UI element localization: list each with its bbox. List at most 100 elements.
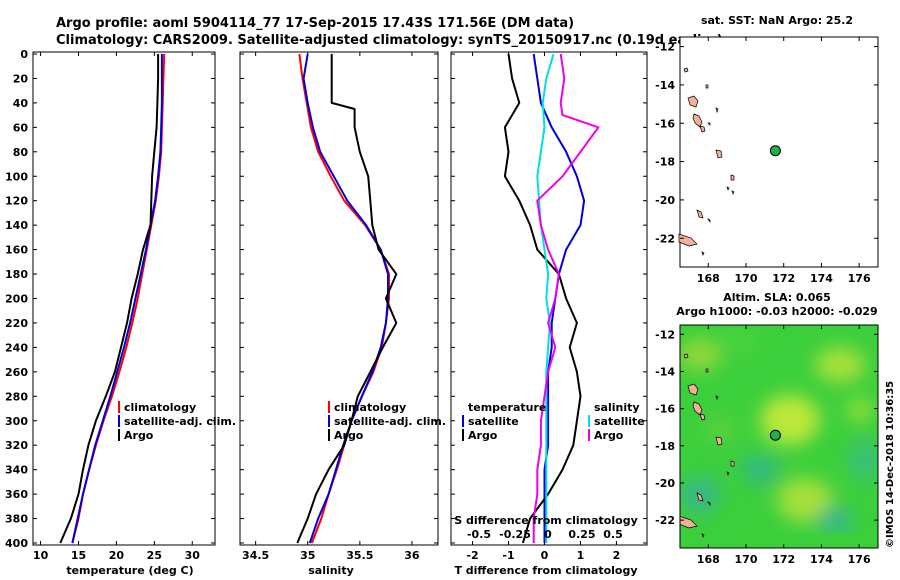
x-tick-label: 10	[33, 549, 49, 562]
sla-map: Altim. SLA: 0.065 Argo h1000: -0.03 h200…	[655, 291, 879, 566]
title-line-2: Climatology: CARS2009. Satellite-adjuste…	[56, 33, 723, 48]
salinity-axes-frame	[239, 51, 439, 546]
lon-tick-label: 174	[810, 272, 833, 285]
x-tick-label: -2	[466, 549, 478, 562]
difference-axes-frame	[450, 51, 648, 546]
lon-tick-label: 170	[735, 272, 758, 285]
legend-satellite: satellite-adj. clim.	[124, 415, 236, 428]
temperature-xlabel: temperature (deg C)	[66, 564, 193, 577]
depth-tick-label: 180	[5, 268, 28, 281]
sst-map-islands	[678, 67, 735, 256]
lat-tick-label: -18	[655, 156, 675, 169]
temperature-axes-frame	[32, 51, 216, 546]
depth-tick-label: 60	[13, 121, 29, 134]
depth-tick-label: 320	[5, 439, 28, 452]
imos-credit: ©IMOS 14-Dec-2018 10:36:35	[885, 381, 896, 548]
x-tick-label: 0	[541, 549, 549, 562]
depth-tick-label: 300	[5, 415, 28, 428]
s-difference-ticks: -0.5 -0.25 0 0.25 0.5	[467, 528, 623, 541]
t-difference-xlabel: T difference from climatology	[454, 564, 637, 577]
sla-map-islands	[680, 353, 735, 538]
temperature-series	[59, 53, 166, 544]
s-tick: 0.25	[568, 528, 595, 541]
lon-tick-label: 172	[772, 272, 795, 285]
lat-tick-label: -20	[655, 477, 675, 490]
s-tick: 0	[544, 528, 552, 541]
sst-map-lon-ticks: 168 170 172 174 176	[697, 37, 871, 285]
x-tick-label: -1	[502, 549, 514, 562]
sst-map-argo-marker	[769, 145, 781, 157]
series-line-salinity-argo	[532, 53, 600, 543]
depth-tick-label: 340	[5, 464, 28, 477]
legend-argo: Argo	[124, 429, 154, 442]
lon-tick-label: 176	[848, 553, 871, 566]
difference-panel: -2 -1 0 1 2 S difference from climatology -0…	[450, 51, 648, 577]
sst-map-land	[678, 67, 735, 256]
depth-tick-label: 400	[5, 537, 28, 550]
s-tick: -0.25	[499, 528, 531, 541]
lat-tick-label: -22	[655, 514, 675, 527]
salinity-legend: climatology satellite-adj. clim. Argo	[328, 401, 446, 442]
lat-tick-label: -12	[655, 41, 675, 54]
lat-tick-label: -14	[655, 365, 675, 378]
lon-tick-label: 168	[697, 553, 720, 566]
depth-tick-label: 100	[5, 170, 28, 183]
depth-tick-label: 280	[5, 390, 28, 403]
series-line-temperature-argo	[503, 53, 582, 544]
legend-argo: Argo	[334, 429, 364, 442]
temperature-x-ticks: 10 15 20 25 30	[33, 52, 200, 562]
series-line-satellite-adj-clim-	[302, 53, 389, 544]
lat-tick-label: -14	[655, 79, 675, 92]
temperature-panel: 0 20 40 60 80 100 120 140 160 180 200 220 240 260 280 3…	[5, 48, 236, 577]
lat-tick-label: -16	[655, 403, 675, 416]
sla-map-title-2: Argo h1000: -0.03 h2000: -0.029	[676, 305, 877, 318]
sst-map: sat. SST: NaN Argo: 25.2 -12 -14 -16 -18 -20…	[655, 14, 879, 285]
salinity-depth-ticks	[240, 53, 438, 544]
lat-tick-label: -22	[655, 232, 675, 245]
x-tick-label: 1	[577, 549, 585, 562]
depth-tick-label: 80	[13, 146, 29, 159]
depth-tick-label: 20	[13, 72, 29, 85]
lat-tick-label: -20	[655, 194, 675, 207]
series-line-argo	[59, 54, 160, 544]
salinity-series	[296, 53, 398, 544]
lon-tick-label: 174	[810, 553, 833, 566]
lon-tick-label: 172	[772, 553, 795, 566]
legend-salinity-title: salinity	[594, 401, 640, 414]
x-tick-label: 35	[300, 549, 315, 562]
sla-map-anomaly-blobs	[680, 328, 878, 534]
depth-tick-label: 360	[5, 488, 28, 501]
x-tick-label: 20	[109, 549, 125, 562]
depth-tick-label: 260	[5, 366, 28, 379]
salinity-x-ticks: 34.5 35 35.5 36	[242, 52, 420, 562]
difference-depth-ticks	[451, 53, 647, 544]
depth-tick-label: 0	[20, 48, 28, 61]
sla-map-lon-ticks: 168 170 172 174 176	[697, 325, 871, 566]
lon-tick-label: 176	[848, 272, 871, 285]
legend-climatology: climatology	[334, 401, 406, 414]
legend-climatology: climatology	[124, 401, 196, 414]
depth-tick-label: 200	[5, 293, 28, 306]
difference-series	[503, 53, 600, 544]
salinity-panel: 34.5 35 35.5 36 salinity climatology satell…	[239, 51, 446, 577]
x-tick-label: 36	[404, 549, 420, 562]
sla-map-lat-ticks: -12 -14 -16 -18 -20 -22	[655, 328, 878, 527]
series-line-climatology	[71, 53, 166, 544]
legend-temp-argo: Argo	[468, 429, 498, 442]
x-tick-label: 2	[613, 549, 621, 562]
depth-tick-label: 140	[5, 219, 28, 232]
sst-map-title: sat. SST: NaN Argo: 25.2	[701, 14, 853, 27]
difference-legend: temperature satellite Argo salinity sate…	[462, 401, 645, 442]
salinity-xlabel: salinity	[308, 564, 354, 577]
x-tick-label: 34.5	[242, 549, 269, 562]
series-line-temperature-satellite	[532, 53, 586, 543]
series-line-satellite-adj-clim-	[71, 54, 163, 544]
x-tick-label: 15	[71, 549, 86, 562]
lat-tick-label: -16	[655, 117, 675, 130]
s-difference-label: S difference from climatology	[454, 514, 638, 527]
depth-tick-label: 120	[5, 195, 28, 208]
legend-satellite: satellite-adj. clim.	[334, 415, 446, 428]
legend-temperature-title: temperature	[468, 401, 546, 414]
legend-temp-satellite: satellite	[468, 415, 519, 428]
